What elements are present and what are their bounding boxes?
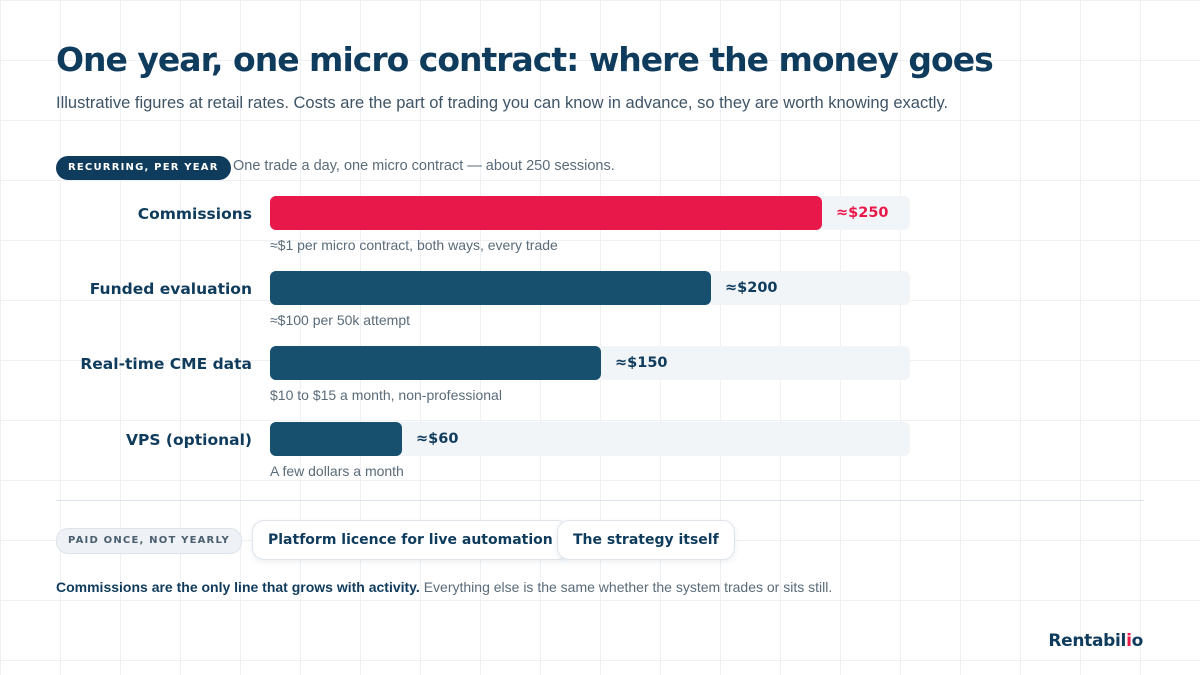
chart-title: One year, one micro contract: where the … [56,40,994,79]
bar [270,346,601,380]
bar-track [270,346,910,380]
bar-value-label: ≈$150 [615,355,668,371]
bar-note: ≈$1 per micro contract, both ways, every… [270,237,558,253]
bar-track [270,196,910,230]
footnote-rest: Everything else is the same whether the … [423,579,833,595]
bar-note: $10 to $15 a month, non-professional [270,387,502,403]
footnote-emphasis: Commissions are the only line that grows… [56,579,420,595]
bar-track [270,422,910,456]
bar [270,196,822,230]
bar-value-label: ≈$250 [836,205,889,221]
paid-once-item-strategy: The strategy itself [557,520,735,560]
bar [270,422,402,456]
bar [270,271,711,305]
chart-subtitle: Illustrative figures at retail rates. Co… [56,94,949,112]
paid-once-item-platform-licence: Platform licence for live automation [252,520,569,560]
bar-category-label: Real-time CME data [80,355,252,373]
recurring-badge: RECURRING, PER YEAR [56,156,231,180]
bar-row: Real-time CME data ≈$150 $10 to $15 a mo… [0,346,1200,426]
bar-row: Funded evaluation ≈$200 ≈$100 per 50k at… [0,271,1200,351]
section-divider [56,500,1144,501]
rentabilio-logo: Rentabilio [1048,631,1143,651]
recurring-note: One trade a day, one micro contract — ab… [233,158,615,174]
footnote: Commissions are the only line that grows… [56,579,832,595]
bar-row: VPS (optional) ≈$60 A few dollars a mont… [0,422,1200,502]
bar-note: ≈$100 per 50k attempt [270,312,410,328]
bar-category-label: Funded evaluation [89,280,252,298]
bar-value-label: ≈$200 [725,280,778,296]
bar-note: A few dollars a month [270,463,404,479]
paid-once-badge: PAID ONCE, NOT YEARLY [56,528,242,554]
bar-value-label: ≈$60 [416,431,459,447]
bar-category-label: Commissions [137,205,252,223]
bar-track [270,271,910,305]
bar-category-label: VPS (optional) [125,431,252,449]
bar-row: Commissions ≈$250 ≈$1 per micro contract… [0,196,1200,276]
